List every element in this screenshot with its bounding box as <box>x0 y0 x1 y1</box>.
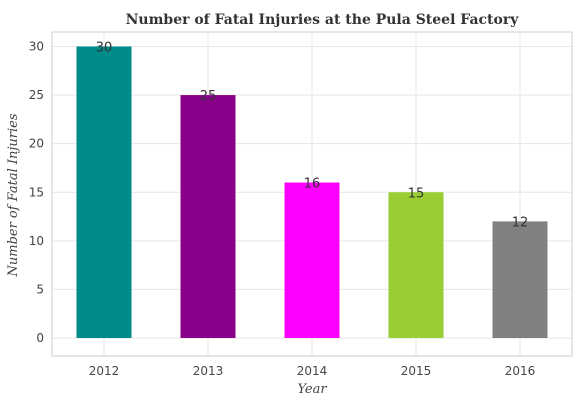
y-axis-label: Number of Fatal Injuries <box>6 113 21 277</box>
x-tick-label: 2013 <box>193 364 224 378</box>
bar <box>388 192 444 338</box>
x-axis-label: Year <box>297 382 327 397</box>
bar <box>180 95 236 338</box>
bar-value-label: 12 <box>512 215 529 230</box>
bar <box>76 46 132 338</box>
x-tick-label: 2012 <box>89 364 120 378</box>
y-tick-label: 25 <box>29 88 44 102</box>
chart-title: Number of Fatal Injuries at the Pula Ste… <box>126 12 520 28</box>
x-tick-label: 2014 <box>297 364 328 378</box>
y-tick-label: 10 <box>29 234 44 248</box>
y-tick-label: 15 <box>29 185 44 199</box>
y-tick-label: 30 <box>29 40 44 54</box>
y-tick-label: 20 <box>29 137 44 151</box>
y-tick-label: 0 <box>36 331 44 345</box>
x-tick-labels: 2012 2013 2014 2015 2016 <box>89 364 536 378</box>
y-tick-label: 5 <box>36 282 44 296</box>
x-tick-label: 2015 <box>401 364 432 378</box>
bar <box>492 221 548 338</box>
y-tick-labels: 0 5 10 15 20 25 30 <box>29 40 44 346</box>
bars <box>76 46 548 338</box>
bar-value-label: 15 <box>408 186 425 201</box>
x-tick-label: 2016 <box>505 364 536 378</box>
value-labels: 30 25 16 15 12 <box>96 41 529 231</box>
bar-value-label: 16 <box>304 177 321 192</box>
bar <box>284 182 340 338</box>
bar-value-label: 30 <box>96 41 113 56</box>
bar-value-label: 25 <box>200 89 217 104</box>
